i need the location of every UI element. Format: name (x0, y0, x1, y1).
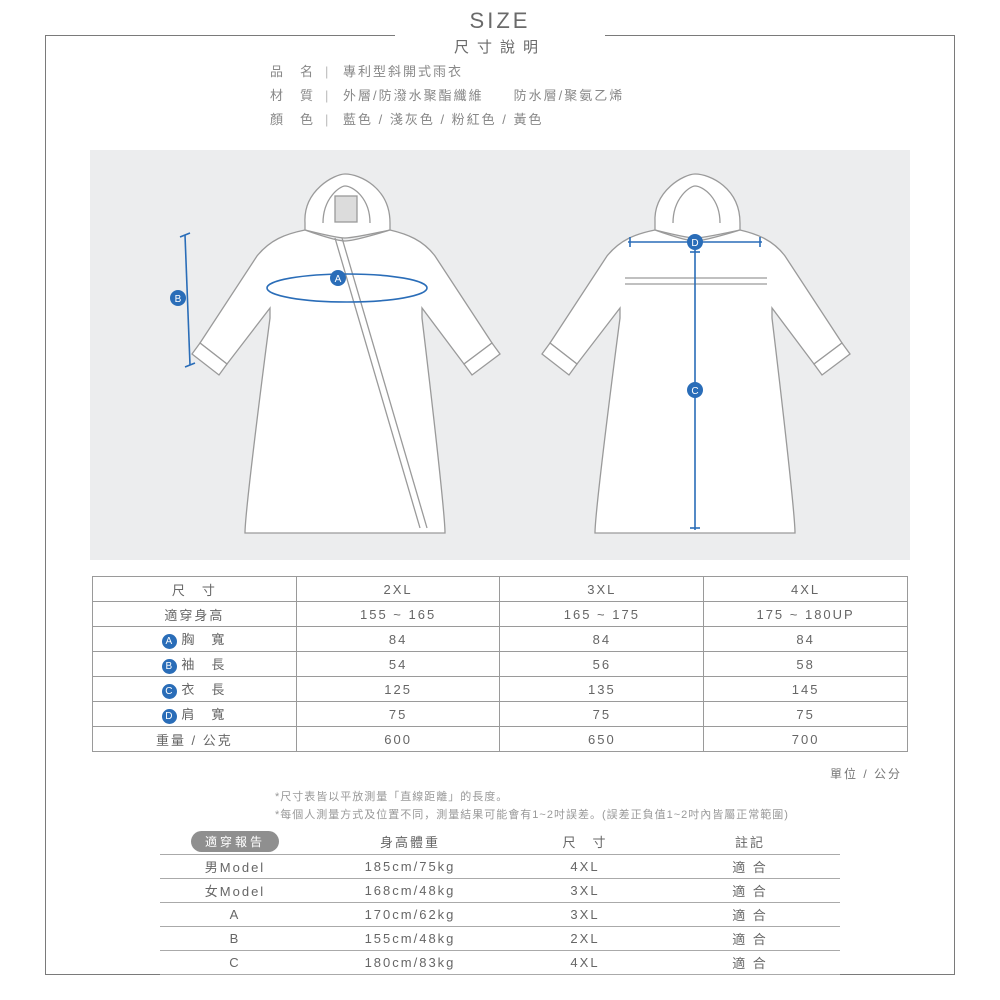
fit-cell: 適 合 (660, 926, 840, 950)
size-cell: 84 (704, 627, 908, 652)
fit-cell: 男Model (160, 854, 310, 878)
size-cell: 84 (500, 627, 704, 652)
fit-cell: 適 合 (660, 950, 840, 974)
size-cell: 700 (704, 727, 908, 752)
fit-cell: 155cm/48kg (310, 926, 510, 950)
title-zh: 尺寸說明 (405, 36, 595, 57)
size-cell: 600 (296, 727, 500, 752)
measure-badge-b: B (162, 659, 177, 674)
size-th: 尺 寸 (93, 577, 297, 602)
size-cell: 175 ~ 180UP (704, 602, 908, 627)
fit-cell: 3XL (510, 902, 660, 926)
fit-cell: 180cm/83kg (310, 950, 510, 974)
size-cell: 84 (296, 627, 500, 652)
size-th: 4XL (704, 577, 908, 602)
size-cell: 125 (296, 677, 500, 702)
fit-cell: 女Model (160, 878, 310, 902)
fit-cell: 4XL (510, 854, 660, 878)
size-cell: 165 ~ 175 (500, 602, 704, 627)
spec-label: 品 名 (270, 60, 325, 84)
fit-cell: A (160, 902, 310, 926)
fit-cell: 170cm/62kg (310, 902, 510, 926)
fit-cell: 168cm/48kg (310, 878, 510, 902)
size-table: 尺 寸 2XL 3XL 4XL 適穿身高155 ~ 165165 ~ 17517… (92, 576, 908, 752)
measure-badge-c: C (162, 684, 177, 699)
fit-cell: 2XL (510, 926, 660, 950)
fit-th: 尺 寸 (510, 830, 660, 854)
size-diagram: A B (90, 150, 910, 560)
size-row-label: C衣 長 (93, 677, 297, 702)
size-cell: 75 (296, 702, 500, 727)
spec-label: 材 質 (270, 84, 325, 108)
size-cell: 155 ~ 165 (296, 602, 500, 627)
size-cell: 145 (704, 677, 908, 702)
spec-label: 顏 色 (270, 108, 325, 132)
size-cell: 54 (296, 652, 500, 677)
fit-badge-cell: 適穿報告 (160, 830, 310, 854)
title-en: SIZE (405, 8, 595, 34)
fit-cell: B (160, 926, 310, 950)
size-row-label: B袖 長 (93, 652, 297, 677)
unit-label: 單位 / 公分 (830, 765, 902, 782)
fit-th: 註記 (660, 830, 840, 854)
size-row-label: 重量 / 公克 (93, 727, 297, 752)
fit-cell: 適 合 (660, 902, 840, 926)
size-th: 2XL (296, 577, 500, 602)
size-cell: 135 (500, 677, 704, 702)
spec-value: 藍色 / 淺灰色 / 粉紅色 / 黃色 (343, 108, 544, 132)
fit-badge: 適穿報告 (191, 831, 279, 852)
notes: *尺寸表皆以平放測量「直線距離」的長度。 *每個人測量方式及位置不同，測量結果可… (275, 788, 789, 824)
fit-cell: 185cm/75kg (310, 854, 510, 878)
note-line: *尺寸表皆以平放測量「直線距離」的長度。 (275, 788, 789, 806)
measure-badge-a: A (162, 634, 177, 649)
fit-th: 身高體重 (310, 830, 510, 854)
spec-value: 外層/防潑水聚酯纖維 防水層/聚氨乙烯 (343, 84, 624, 108)
measure-badge-d: D (162, 709, 177, 724)
fit-cell: 適 合 (660, 878, 840, 902)
size-cell: 75 (500, 702, 704, 727)
fit-cell: C (160, 950, 310, 974)
fit-cell: 適 合 (660, 854, 840, 878)
svg-text:B: B (175, 294, 182, 305)
size-cell: 75 (704, 702, 908, 727)
size-cell: 56 (500, 652, 704, 677)
spec-value: 專利型斜開式雨衣 (343, 60, 463, 84)
size-th: 3XL (500, 577, 704, 602)
svg-text:D: D (691, 238, 698, 249)
svg-text:A: A (335, 274, 342, 285)
size-cell: 58 (704, 652, 908, 677)
fit-cell: 4XL (510, 950, 660, 974)
title-box: SIZE 尺寸說明 (395, 8, 605, 57)
size-cell: 650 (500, 727, 704, 752)
fit-cell: 3XL (510, 878, 660, 902)
note-line: *每個人測量方式及位置不同，測量結果可能會有1~2吋誤差。(誤差正負值1~2吋內… (275, 806, 789, 824)
fit-table: 適穿報告 身高體重 尺 寸 註記 男Model185cm/75kg4XL適 合女… (160, 830, 840, 975)
size-row-label: D肩 寬 (93, 702, 297, 727)
svg-text:C: C (691, 386, 698, 397)
size-row-label: 適穿身高 (93, 602, 297, 627)
specs-list: 品 名|專利型斜開式雨衣 材 質|外層/防潑水聚酯纖維 防水層/聚氨乙烯 顏 色… (270, 60, 624, 132)
size-row-label: A胸 寬 (93, 627, 297, 652)
